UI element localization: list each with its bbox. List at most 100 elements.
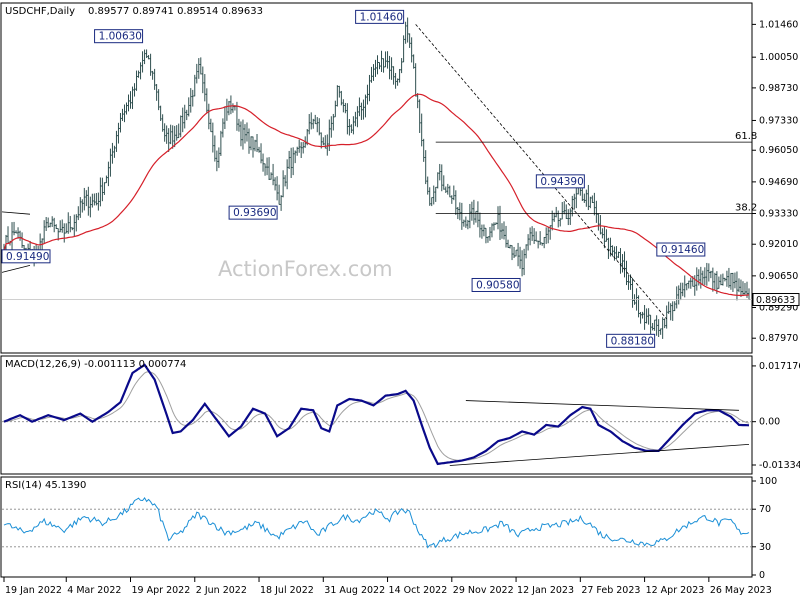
x-tick-label-11: 26 May 2023 — [710, 585, 772, 596]
candle-207 — [418, 99, 421, 133]
candle-233 — [470, 201, 473, 221]
candle-29 — [61, 219, 64, 233]
candle-308 — [621, 254, 624, 273]
candle-22 — [47, 217, 50, 228]
candle-366 — [737, 278, 740, 293]
rsi-tick-label-0: 100 — [759, 476, 777, 487]
candle-244 — [492, 222, 495, 231]
candle-66 — [135, 70, 138, 91]
swing-label-box-1 — [94, 29, 144, 44]
candle-63 — [129, 91, 132, 109]
candle-99 — [201, 66, 204, 94]
candle-153 — [310, 112, 313, 130]
candle-21 — [45, 217, 48, 231]
swing-label-box-7 — [656, 242, 706, 257]
candle-356 — [717, 276, 720, 289]
candle-42 — [87, 186, 90, 216]
candle-139 — [282, 170, 285, 198]
candle-166 — [336, 85, 339, 107]
price-tick-label-0: 1.01460 — [759, 19, 798, 30]
candle-209 — [422, 138, 425, 162]
candle-289 — [583, 193, 586, 203]
candle-82 — [167, 128, 170, 152]
x-tick-label-0: 19 Jan 2022 — [5, 585, 62, 596]
candle-85 — [173, 125, 176, 148]
candle-134 — [272, 163, 275, 186]
candle-220 — [444, 186, 447, 193]
candle-128 — [260, 143, 263, 164]
watermark: ActionForex.com — [218, 257, 393, 281]
price-tick-label-3: 0.97330 — [759, 115, 798, 126]
candle-243 — [490, 223, 493, 238]
candle-100 — [203, 74, 206, 102]
x-tick-label-4: 18 Jul 2022 — [260, 585, 314, 596]
candle-6 — [15, 230, 18, 234]
candle-126 — [256, 134, 259, 153]
candle-68 — [139, 62, 142, 80]
candle-107 — [217, 147, 220, 168]
candle-259 — [523, 248, 526, 276]
macd-signal-line — [3, 371, 750, 461]
candle-33 — [69, 215, 72, 233]
candle-106 — [215, 150, 218, 172]
candle-362 — [729, 272, 732, 290]
candle-275 — [555, 206, 558, 218]
candle-203 — [410, 37, 413, 63]
candle-55 — [113, 145, 116, 158]
candle-300 — [605, 229, 608, 242]
candle-326 — [657, 319, 660, 338]
candle-53 — [109, 148, 112, 177]
candle-337 — [679, 282, 682, 301]
last-price-tag: 0.89633 — [752, 293, 800, 307]
candle-282 — [569, 208, 572, 225]
candle-351 — [707, 263, 710, 282]
swing-label-3: 1.01460 — [355, 9, 405, 24]
candle-79 — [161, 114, 164, 132]
candle-294 — [593, 192, 596, 216]
candle-192 — [388, 55, 391, 80]
swing-label-text-3: 1.01460 — [360, 11, 403, 23]
candle-30 — [63, 223, 66, 243]
candle-201 — [406, 17, 409, 43]
chart-header-ohlc: 0.89577 0.89741 0.89514 0.89633 — [88, 6, 263, 17]
candle-311 — [627, 274, 630, 290]
candle-249 — [503, 221, 506, 240]
candle-154 — [312, 118, 315, 129]
candle-64 — [131, 86, 134, 110]
candle-230 — [464, 216, 467, 228]
candle-105 — [213, 135, 216, 162]
price-trendline-dashed — [415, 24, 667, 320]
swing-label-2: 0.93690 — [228, 205, 278, 220]
candle-38 — [79, 197, 82, 218]
candle-270 — [545, 227, 548, 244]
swing-label-box-6 — [606, 333, 656, 348]
fib-level-label-1: 38.2 — [735, 203, 757, 214]
candle-251 — [507, 239, 510, 248]
candle-254 — [513, 246, 516, 259]
label-layer: 0.91490 1.00630 0.93690 1.01460 0.90580 0.943… — [1, 9, 706, 348]
candle-284 — [573, 193, 576, 210]
candle-271 — [547, 226, 550, 244]
candle-247 — [498, 205, 501, 240]
swing-label-7: 0.91460 — [656, 242, 706, 257]
price-tick-label-7: 0.92010 — [759, 239, 798, 250]
candle-81 — [165, 125, 168, 144]
candle-129 — [262, 153, 265, 172]
candle-342 — [689, 277, 692, 289]
candle-323 — [651, 322, 654, 331]
candle-67 — [137, 70, 140, 78]
rsi-panel-frame — [0, 476, 753, 578]
candle-266 — [537, 240, 540, 249]
candle-41 — [85, 190, 88, 207]
candle-340 — [685, 283, 688, 291]
candle-279 — [563, 201, 566, 215]
candle-26 — [55, 224, 58, 230]
candle-290 — [585, 189, 588, 207]
candle-91 — [185, 109, 188, 121]
candle-56 — [115, 130, 118, 152]
candle-35 — [73, 214, 76, 237]
candle-43 — [89, 196, 92, 218]
macd-tick-label-2: -0.01334 — [759, 460, 800, 471]
candle-347 — [699, 266, 702, 289]
candle-219 — [442, 175, 445, 190]
